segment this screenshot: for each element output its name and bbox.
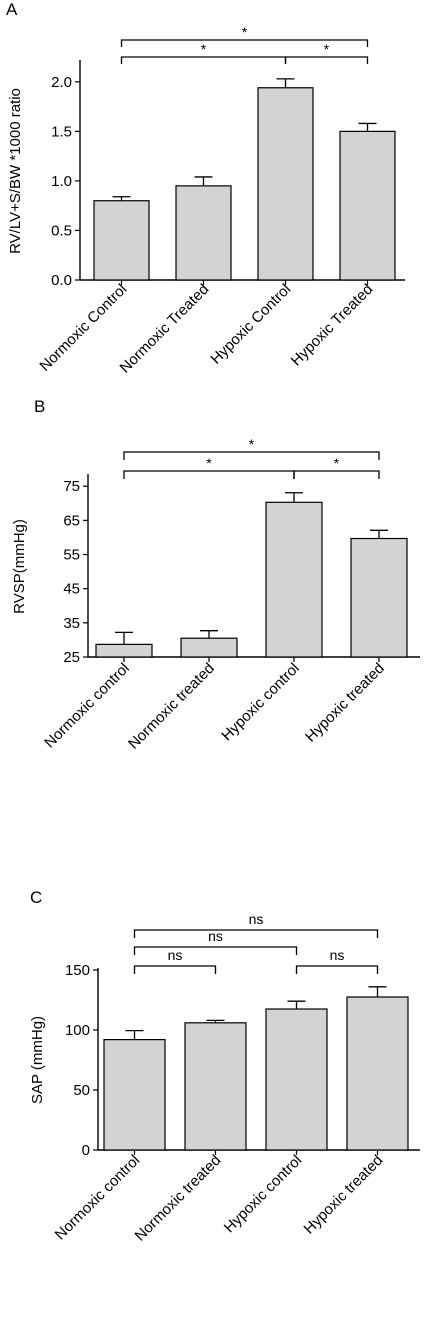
y-tick-label: 0 [82,1142,90,1159]
category-label: Hypoxic Control [207,281,294,368]
category-label: Hypoxic treated [302,660,388,746]
y-tick-label: 75 [63,478,80,495]
category-label: Hypoxic Treated [288,281,377,370]
panel-a-chart: A RV/LV+S/BW *1000 ratio 0.0 0.5 1.0 1.5 2.0 No… [6,0,405,377]
significance-label: ns [168,947,183,963]
y-tick-label: 0.5 [51,222,72,239]
significance-bracket [123,451,380,460]
y-tick-label: 1.0 [51,173,72,190]
significance-label: ns [249,911,264,927]
panel-letter: B [34,397,45,416]
category-label: Normoxic Control [36,281,130,375]
significance-label: * [324,41,330,57]
significance-bracket [120,39,369,47]
bar [257,87,314,281]
bar [339,130,396,281]
y-tick-label: 25 [63,649,80,666]
bar [184,1022,247,1151]
bar [265,1008,328,1151]
y-tick-label: 50 [73,1082,90,1099]
panel-letter: A [6,0,18,19]
y-tick-label: 1.5 [51,123,72,140]
significance-label: ns [330,947,345,963]
y-tick-label: 65 [63,512,80,529]
category-label: Normoxic Treated [117,281,213,377]
significance-label: * [206,455,212,471]
significance-bracket [123,470,295,479]
y-tick-label: 2.0 [51,74,72,91]
y-tick-label: 55 [63,547,80,564]
y-tick-label: 150 [65,962,90,979]
significance-label: * [242,24,248,40]
significance-label: * [201,41,207,57]
category-label: Normoxic control [41,660,133,752]
category-label: Normoxic treated [125,660,218,753]
y-axis-label: RV/LV+S/BW *1000 ratio [7,88,24,254]
bar [175,185,232,281]
bar [93,200,150,281]
y-tick-label: 100 [65,1022,90,1039]
panel-letter: C [30,888,42,907]
significance-bracket [284,56,369,64]
category-label: Hypoxic control [218,660,303,745]
significance-bracket [120,56,287,64]
significance-bracket [293,470,380,479]
significance-bracket [133,946,298,955]
bar [95,643,153,658]
category-label: Hypoxic control [221,1152,306,1237]
category-label: Normoxic control [52,1152,144,1244]
significance-bracket [133,965,217,974]
bar [265,501,323,658]
bar [350,537,408,658]
significance-bracket [133,929,379,938]
bar [180,637,238,658]
significance-label: ns [208,928,223,944]
y-axis-label: SAP (mmHg) [29,1016,46,1104]
significance-label: * [334,455,340,471]
significance-bracket [295,965,379,974]
panel-c-chart: C SAP (mmHg) 0 50 100 150 Normoxic controlNorm… [29,888,420,1245]
bar [103,1038,166,1151]
y-tick-label: 0.0 [51,272,72,289]
y-tick-label: 45 [63,581,80,598]
bar [346,996,409,1151]
category-label: Hypoxic treated [301,1152,387,1238]
category-label: Normoxic treated [132,1152,225,1245]
panel-b-chart: B RVSP(mmHg) 25 35 45 55 65 75 Normoxic controlN… [11,397,420,753]
y-tick-label: 35 [63,615,80,632]
y-axis-label: RVSP(mmHg) [11,519,28,614]
significance-label: * [249,436,255,452]
